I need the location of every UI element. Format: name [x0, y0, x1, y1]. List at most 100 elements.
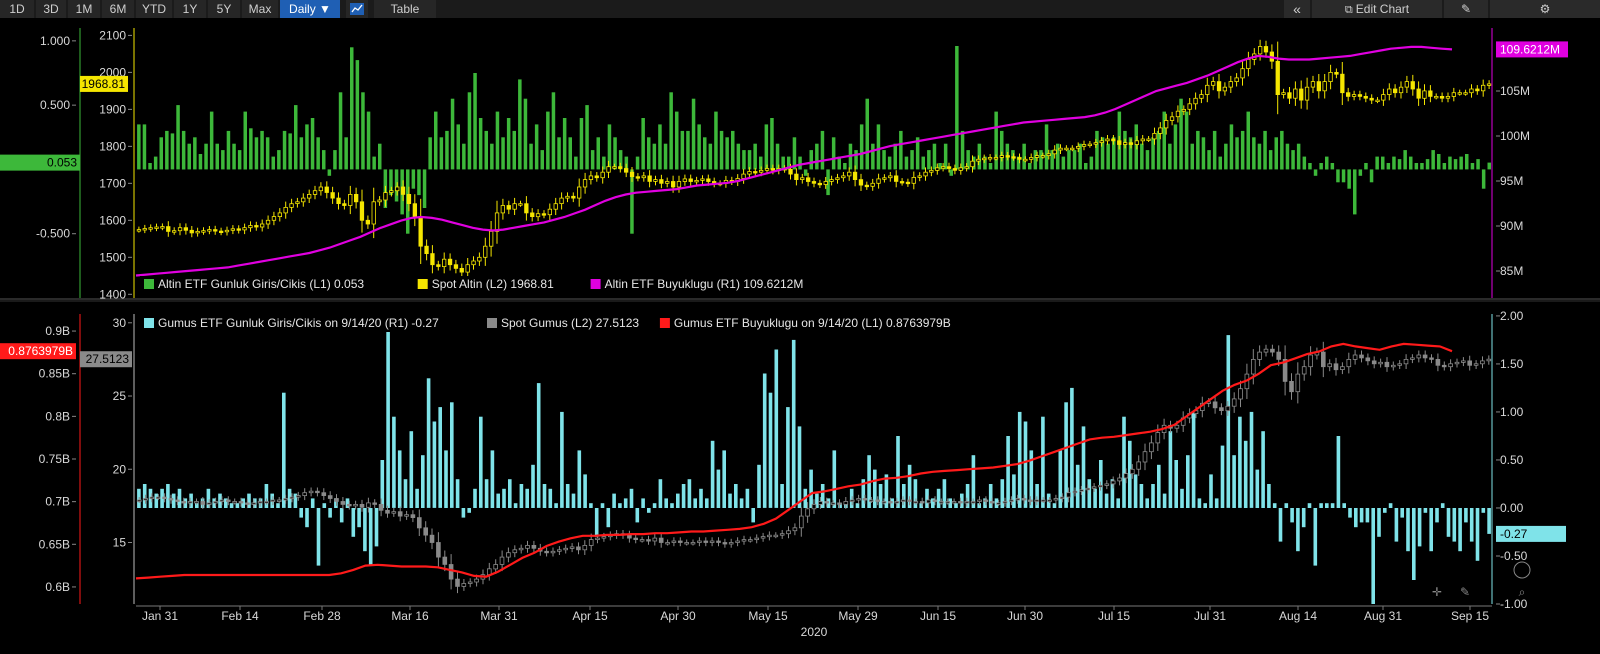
flow-bar — [403, 479, 408, 508]
range-1y-button[interactable]: 1Y — [174, 0, 206, 18]
flow-bar — [455, 479, 460, 508]
flow-bar — [887, 156, 892, 170]
edit-chart-button[interactable]: ⧉ Edit Chart — [1312, 0, 1442, 18]
candle-body — [245, 502, 250, 505]
range-1m-button[interactable]: 1M — [68, 0, 100, 18]
pencil-icon[interactable]: ✎ — [1444, 0, 1488, 18]
candle-body — [1081, 144, 1087, 147]
range-5y-button[interactable]: 5Y — [208, 0, 240, 18]
flow-bar — [1116, 498, 1120, 508]
flow-bar — [1414, 163, 1419, 170]
draw-icon[interactable]: ✎ — [1460, 585, 1470, 599]
flow-bar — [536, 383, 541, 508]
range-6m-button[interactable]: 6M — [102, 0, 134, 18]
candle-body — [945, 501, 950, 504]
candle-body — [330, 192, 335, 199]
candle-body — [869, 499, 874, 502]
candle-body — [324, 186, 329, 193]
candle-body — [1238, 388, 1243, 400]
range-ytd-button[interactable]: YTD — [136, 0, 172, 18]
candle-body — [817, 182, 822, 186]
candle-body — [678, 540, 683, 543]
flow-bar — [1465, 154, 1469, 170]
flow-bar — [955, 46, 959, 170]
candle-body — [1034, 499, 1040, 502]
zoom-icon[interactable]: ⌕ — [1519, 585, 1526, 599]
flow-bar — [1028, 163, 1032, 170]
flow-bar — [921, 156, 925, 170]
flow-bar — [456, 124, 460, 170]
candle-body — [635, 176, 640, 179]
flow-bar — [1383, 508, 1387, 513]
flow-bar — [1412, 508, 1416, 580]
flow-bar — [736, 143, 741, 170]
x-tick-label: Feb 28 — [303, 609, 341, 623]
range-3d-button[interactable]: 3D — [36, 0, 66, 18]
flow-bar — [904, 156, 909, 170]
flow-bar — [1330, 503, 1335, 508]
flow-bar — [927, 150, 931, 170]
candle-body — [1246, 59, 1251, 70]
flow-bar — [287, 488, 292, 508]
candle-body — [1475, 88, 1480, 92]
gear-icon[interactable]: ⚙ — [1490, 0, 1600, 18]
candle-body — [406, 193, 412, 204]
period-dropdown[interactable]: Daily ▼ — [280, 0, 340, 18]
candle-body — [410, 514, 416, 519]
flow-bar — [1394, 508, 1399, 542]
candle-body — [541, 213, 547, 216]
flow-bar — [983, 156, 987, 170]
candle-body — [219, 499, 225, 502]
line-chart-icon — [350, 3, 364, 15]
candle-body — [500, 205, 506, 214]
x-tick-label: Sep 15 — [1451, 609, 1489, 623]
flow-bar — [859, 124, 864, 170]
candle-body — [218, 230, 224, 234]
candle-body — [996, 502, 1001, 505]
flow-bar — [1162, 493, 1167, 508]
flow-bar — [641, 118, 645, 170]
flow-bar — [1214, 498, 1219, 508]
flow-bar — [1452, 508, 1457, 542]
candle-body — [1085, 487, 1091, 491]
legend-text: Gumus ETF Gunluk Giris/Cikis on 9/14/20 … — [158, 316, 439, 330]
candle-body — [888, 175, 893, 179]
flow-bar — [876, 124, 881, 170]
flow-bar — [1308, 163, 1312, 170]
candle-body — [1322, 81, 1327, 92]
candle-body — [283, 206, 288, 214]
flow-bar — [1435, 508, 1439, 523]
candle-body — [1158, 127, 1163, 134]
range-max-button[interactable]: Max — [242, 0, 278, 18]
candle-body — [1149, 442, 1154, 453]
flow-bar — [624, 156, 629, 170]
candle-body — [453, 264, 459, 269]
table-button[interactable]: Table — [374, 0, 436, 18]
flow-bar — [768, 392, 773, 508]
candle-body — [461, 583, 467, 587]
flow-bar — [786, 407, 790, 508]
flow-bar — [1056, 143, 1060, 170]
candle-body — [658, 537, 664, 543]
candle-body — [646, 539, 651, 542]
candle-body — [371, 201, 376, 225]
candle-body — [1276, 351, 1282, 360]
collapse-button[interactable]: « — [1284, 0, 1310, 18]
flow-bar — [305, 124, 309, 170]
candle-body — [970, 160, 975, 168]
chart-type-icon[interactable] — [346, 0, 368, 18]
candle-body — [1219, 407, 1224, 412]
candle-body — [894, 501, 900, 504]
candle-body — [964, 166, 969, 169]
candle-body — [856, 498, 861, 501]
candle-body — [242, 227, 247, 231]
flow-bar — [1272, 503, 1277, 508]
candle-body — [295, 201, 300, 205]
flow-bar — [1145, 498, 1149, 508]
candle-body — [389, 190, 394, 193]
candle-body — [1363, 96, 1368, 99]
candle-body — [700, 178, 705, 181]
flow-bar — [380, 460, 385, 508]
range-1d-button[interactable]: 1D — [0, 0, 34, 18]
crosshair-icon[interactable]: ✛ — [1432, 585, 1442, 599]
